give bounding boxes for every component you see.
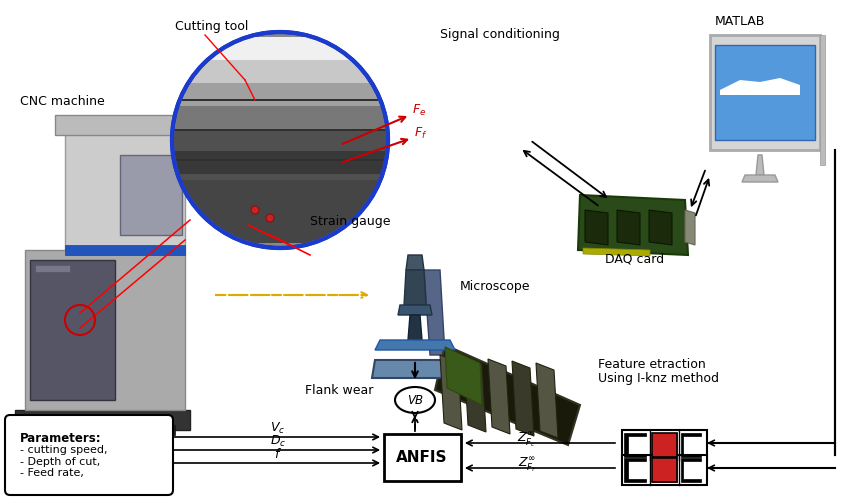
FancyBboxPatch shape — [5, 415, 173, 495]
Polygon shape — [174, 189, 386, 191]
Text: Microscope: Microscope — [460, 280, 530, 293]
Text: $V_c$: $V_c$ — [270, 421, 286, 436]
Polygon shape — [25, 250, 185, 410]
Polygon shape — [408, 315, 422, 340]
Polygon shape — [585, 210, 608, 245]
Text: $F_f$: $F_f$ — [414, 126, 428, 140]
Polygon shape — [25, 425, 45, 435]
Polygon shape — [583, 248, 650, 256]
Text: CNC machine: CNC machine — [20, 95, 105, 108]
Polygon shape — [174, 220, 386, 243]
Text: Flank wear: Flank wear — [305, 384, 373, 397]
Text: - Depth of cut,: - Depth of cut, — [20, 457, 100, 467]
Polygon shape — [174, 159, 386, 161]
Polygon shape — [174, 128, 386, 152]
Polygon shape — [488, 359, 510, 434]
Polygon shape — [120, 155, 182, 235]
Polygon shape — [440, 355, 462, 430]
Text: DAQ card: DAQ card — [605, 252, 664, 265]
Polygon shape — [742, 175, 778, 182]
Polygon shape — [174, 129, 386, 131]
FancyBboxPatch shape — [622, 455, 707, 485]
Polygon shape — [578, 195, 688, 255]
Polygon shape — [464, 357, 486, 432]
Polygon shape — [536, 363, 558, 438]
Text: $Z_{F_c}^{\infty}$: $Z_{F_c}^{\infty}$ — [518, 432, 536, 450]
Polygon shape — [404, 270, 426, 305]
Polygon shape — [174, 37, 386, 60]
Polygon shape — [624, 458, 646, 482]
Polygon shape — [681, 458, 701, 482]
FancyBboxPatch shape — [652, 458, 677, 482]
Polygon shape — [820, 35, 825, 165]
Polygon shape — [65, 130, 185, 250]
Polygon shape — [174, 60, 386, 83]
Circle shape — [266, 214, 274, 222]
Text: VB: VB — [407, 394, 423, 406]
Text: $Z_{F_f}^{\infty}$: $Z_{F_f}^{\infty}$ — [518, 456, 536, 475]
Text: Feature etraction: Feature etraction — [598, 358, 706, 371]
Polygon shape — [174, 106, 386, 128]
Polygon shape — [685, 210, 695, 245]
Polygon shape — [720, 78, 800, 95]
FancyBboxPatch shape — [652, 433, 677, 457]
Polygon shape — [174, 83, 386, 106]
FancyBboxPatch shape — [622, 430, 707, 460]
Text: Using I-knz method: Using I-knz method — [598, 372, 719, 385]
Polygon shape — [174, 197, 386, 220]
Circle shape — [172, 32, 388, 248]
Polygon shape — [681, 433, 701, 457]
Text: Strain gauge: Strain gauge — [310, 215, 390, 228]
Polygon shape — [649, 210, 672, 245]
Circle shape — [251, 206, 259, 214]
Polygon shape — [435, 345, 580, 445]
Polygon shape — [174, 99, 386, 101]
Polygon shape — [182, 180, 378, 243]
Text: ANFIS: ANFIS — [396, 450, 448, 464]
Polygon shape — [15, 410, 190, 430]
Text: Cutting tool: Cutting tool — [175, 20, 248, 33]
Polygon shape — [512, 361, 534, 436]
Text: $f$: $f$ — [274, 447, 282, 461]
Polygon shape — [174, 174, 386, 197]
Text: MATLAB: MATLAB — [715, 15, 765, 28]
Polygon shape — [55, 115, 190, 135]
FancyBboxPatch shape — [384, 434, 461, 481]
Polygon shape — [424, 270, 445, 355]
Polygon shape — [174, 152, 386, 174]
Polygon shape — [617, 210, 640, 245]
Polygon shape — [756, 155, 764, 175]
Polygon shape — [65, 245, 185, 255]
Text: - Feed rate,: - Feed rate, — [20, 468, 84, 478]
Text: - cutting speed,: - cutting speed, — [20, 445, 107, 455]
Polygon shape — [406, 255, 424, 270]
Polygon shape — [372, 360, 458, 378]
Polygon shape — [35, 265, 70, 272]
Text: Parameters:: Parameters: — [20, 432, 102, 445]
Polygon shape — [155, 425, 175, 435]
Polygon shape — [398, 305, 432, 315]
Text: $F_e$: $F_e$ — [412, 102, 426, 118]
Polygon shape — [375, 340, 455, 350]
Text: $D_c$: $D_c$ — [269, 434, 286, 449]
FancyBboxPatch shape — [715, 45, 815, 140]
Ellipse shape — [395, 387, 435, 413]
Polygon shape — [624, 433, 646, 457]
Polygon shape — [445, 347, 482, 405]
Text: Signal conditioning: Signal conditioning — [440, 28, 560, 41]
FancyBboxPatch shape — [710, 35, 820, 150]
Polygon shape — [30, 260, 115, 400]
